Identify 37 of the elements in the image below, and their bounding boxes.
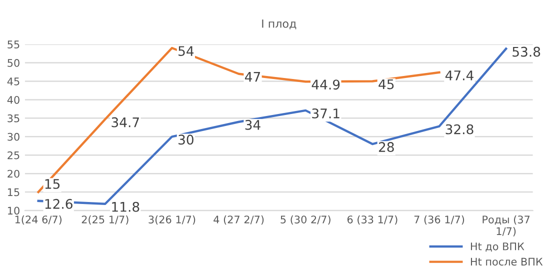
- x-tick-label: 7 (36 1/7): [414, 215, 464, 225]
- data-label: 11.8: [112, 202, 140, 212]
- data-label: 34: [245, 120, 260, 130]
- y-tick-label: 45: [7, 78, 20, 86]
- y-tick-label: 55: [8, 40, 20, 48]
- data-label: 44.9: [312, 80, 340, 90]
- data-label: 53.8: [512, 46, 540, 57]
- data-label: 15: [45, 179, 60, 189]
- y-tick-label: 15: [8, 188, 20, 196]
- x-tick-label: 5 (30 2/7): [280, 215, 330, 225]
- y-tick-label: 20: [8, 170, 20, 178]
- data-label: 47.4: [445, 70, 474, 80]
- x-tick-label: 2(25 1/7): [82, 215, 128, 225]
- y-tick-label: 35: [8, 114, 20, 122]
- chart-title: I плод: [262, 20, 296, 30]
- y-tick-label: 30: [8, 132, 20, 141]
- x-tick-label: 6 (33 1/7): [347, 215, 398, 225]
- x-tick-label: 4 (27 2/7): [214, 215, 264, 225]
- line-series: [37, 46, 440, 194]
- data-label: 28: [378, 142, 394, 152]
- data-label: 37.1: [312, 108, 340, 118]
- data-label: 34.7: [112, 117, 139, 128]
- data-label: 45: [378, 79, 394, 90]
- y-tick-label: 50: [8, 59, 20, 67]
- x-tick-label: 3(26 1/7): [148, 215, 196, 225]
- data-label: 54: [178, 46, 194, 56]
- data-label: 30: [178, 134, 194, 145]
- data-label: 32.8: [446, 124, 474, 134]
- legend-label: Ht после ВПК: [470, 258, 543, 266]
- y-tick-label: 10: [8, 206, 20, 215]
- data-label: 47: [244, 72, 260, 82]
- data-label: 12.6: [45, 198, 72, 209]
- y-tick-label: 25: [8, 151, 20, 160]
- legend-label: Ht до ВПК: [470, 242, 524, 252]
- x-tick-label: 1(24 6/7): [15, 215, 62, 225]
- x-tick-label: Роды (37 1/7): [482, 215, 530, 236]
- y-tick-label: 40: [7, 96, 20, 104]
